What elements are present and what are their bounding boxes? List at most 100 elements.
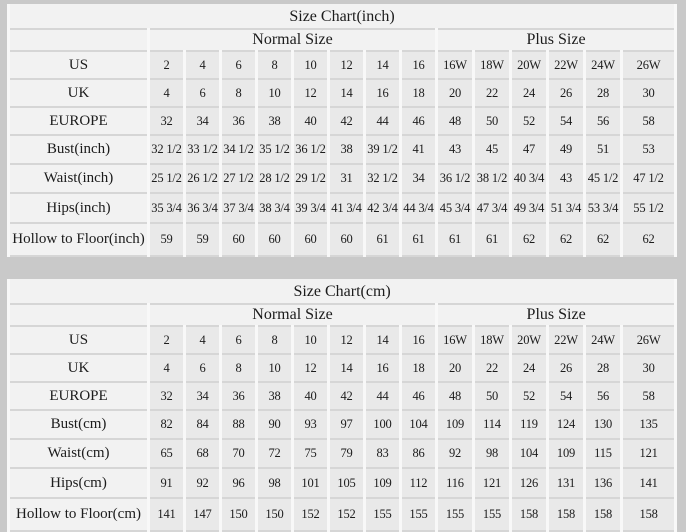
table-cell: 20 bbox=[435, 78, 475, 108]
table-cell: 50 bbox=[472, 106, 512, 136]
table-cell: 10 bbox=[291, 325, 330, 355]
table-cell: 28 bbox=[583, 353, 623, 383]
table-cell: 26 1/2 bbox=[183, 163, 222, 194]
table-cell: 135 bbox=[619, 409, 678, 440]
table-cell: 32 1/2 bbox=[363, 163, 402, 194]
table-cell: 112 bbox=[399, 467, 438, 499]
group-header-plus-size: Plus Size bbox=[434, 303, 678, 327]
table-cell: 25 1/2 bbox=[147, 163, 186, 194]
table-cell: 14 bbox=[327, 353, 366, 383]
row-label: Bust(inch) bbox=[7, 134, 150, 165]
table-cell: 8 bbox=[219, 353, 258, 383]
table-cell: 36 bbox=[219, 106, 258, 136]
table-cell: 26 bbox=[546, 78, 586, 108]
table-cell: 20W bbox=[509, 325, 549, 355]
table-cell: 6 bbox=[219, 325, 258, 355]
table-cell: 104 bbox=[399, 409, 438, 440]
table-cell: 24 bbox=[509, 353, 549, 383]
table-row: EUROPE 32 34 36 38 40 42 44 46 48 50 52 54 56 58 bbox=[7, 381, 678, 411]
column-group-row: Normal Size Plus Size bbox=[7, 28, 678, 52]
table-cell: 141 bbox=[147, 497, 186, 532]
table-cell: 152 bbox=[291, 497, 330, 532]
table-cell: 28 bbox=[583, 78, 623, 108]
table-row: US 2 4 6 8 10 12 14 16 16W 18W 20W 22W 24W 26W bbox=[7, 325, 678, 355]
column-group-row: Normal Size Plus Size bbox=[7, 303, 678, 327]
table-cell: 39 3/4 bbox=[291, 192, 330, 224]
table-cell: 6 bbox=[219, 50, 258, 80]
table-cell: 114 bbox=[472, 409, 512, 440]
table-cell: 16W bbox=[435, 325, 475, 355]
table-cell: 79 bbox=[327, 438, 366, 469]
table-cell: 155 bbox=[363, 497, 402, 532]
table-row: UK 4 6 8 10 12 14 16 18 20 22 24 26 28 30 bbox=[7, 353, 678, 383]
table-cell: 91 bbox=[147, 467, 186, 499]
table-cell: 41 bbox=[399, 134, 438, 165]
table-cell: 158 bbox=[546, 497, 586, 532]
table-cell: 22 bbox=[472, 353, 512, 383]
table-cell: 2 bbox=[147, 325, 186, 355]
table-row: US 2 4 6 8 10 12 14 16 16W 18W 20W 22W 24W 26W bbox=[7, 50, 678, 80]
group-header-plus-size: Plus Size bbox=[434, 28, 678, 52]
table-cell: 59 bbox=[183, 222, 222, 257]
row-label: Hollow to Floor(inch) bbox=[7, 222, 150, 257]
table-cell: 38 bbox=[255, 106, 294, 136]
table-cell: 18 bbox=[399, 78, 438, 108]
table-cell: 12 bbox=[291, 353, 330, 383]
table-cell: 40 bbox=[291, 106, 330, 136]
table-cell: 53 bbox=[619, 134, 678, 165]
table-cell: 4 bbox=[147, 78, 186, 108]
table-cell: 62 bbox=[509, 222, 549, 257]
table-cell: 34 1/2 bbox=[219, 134, 258, 165]
row-label: Waist(inch) bbox=[7, 163, 150, 194]
table-cell: 4 bbox=[147, 353, 186, 383]
table-cell: 141 bbox=[619, 467, 678, 499]
row-label: US bbox=[7, 50, 150, 80]
table-row: Hips(cm) 91 92 96 98 101 105 109 112 116 121 126 131… bbox=[7, 467, 678, 499]
table-cell: 42 bbox=[327, 106, 366, 136]
row-label: Waist(cm) bbox=[7, 438, 150, 469]
table-row: Waist(cm) 65 68 70 72 75 79 83 86 92 98 104 109 115 12… bbox=[7, 438, 678, 469]
table-cell: 45 1/2 bbox=[583, 163, 623, 194]
table-title-row: Size Chart(inch) bbox=[6, 4, 678, 30]
group-header-spacer bbox=[7, 303, 150, 327]
table-cell: 104 bbox=[509, 438, 549, 469]
table-cell: 41 3/4 bbox=[327, 192, 366, 224]
table-cell: 14 bbox=[363, 325, 402, 355]
row-label: Hips(cm) bbox=[7, 467, 150, 499]
table-cell: 52 bbox=[509, 381, 549, 411]
table-cell: 68 bbox=[183, 438, 222, 469]
table-cell: 53 3/4 bbox=[583, 192, 623, 224]
table-cell: 158 bbox=[619, 497, 678, 532]
table-cell: 14 bbox=[327, 78, 366, 108]
table-cell: 96 bbox=[219, 467, 258, 499]
table-title-row: Size Chart(cm) bbox=[6, 279, 678, 305]
table-cell: 82 bbox=[147, 409, 186, 440]
table-cell: 83 bbox=[363, 438, 402, 469]
row-label: Bust(cm) bbox=[7, 409, 150, 440]
table-cell: 72 bbox=[255, 438, 294, 469]
table-cell: 60 bbox=[291, 222, 330, 257]
table-cell: 46 bbox=[399, 106, 438, 136]
table-cell: 20W bbox=[509, 50, 549, 80]
table-cell: 30 bbox=[619, 353, 678, 383]
table-cell: 45 3/4 bbox=[435, 192, 475, 224]
size-chart-cm-table: Size Chart(cm) Normal Size Plus Size US 2 4 6 8… bbox=[6, 279, 678, 532]
table-cell: 115 bbox=[583, 438, 623, 469]
table-cell: 147 bbox=[183, 497, 222, 532]
table-cell: 155 bbox=[472, 497, 512, 532]
table-cell: 34 bbox=[183, 106, 222, 136]
table-cell: 16 bbox=[399, 50, 438, 80]
table-cell: 93 bbox=[291, 409, 330, 440]
table-cell: 60 bbox=[327, 222, 366, 257]
table-cell: 150 bbox=[255, 497, 294, 532]
table-cell: 24W bbox=[583, 50, 623, 80]
table-cell: 36 bbox=[219, 381, 258, 411]
table-cell: 14 bbox=[363, 50, 402, 80]
table-cell: 155 bbox=[435, 497, 475, 532]
table-cell: 36 1/2 bbox=[435, 163, 475, 194]
table-cell: 52 bbox=[509, 106, 549, 136]
table-cell: 22W bbox=[546, 50, 586, 80]
table-cell: 40 bbox=[291, 381, 330, 411]
table-cell: 38 3/4 bbox=[255, 192, 294, 224]
